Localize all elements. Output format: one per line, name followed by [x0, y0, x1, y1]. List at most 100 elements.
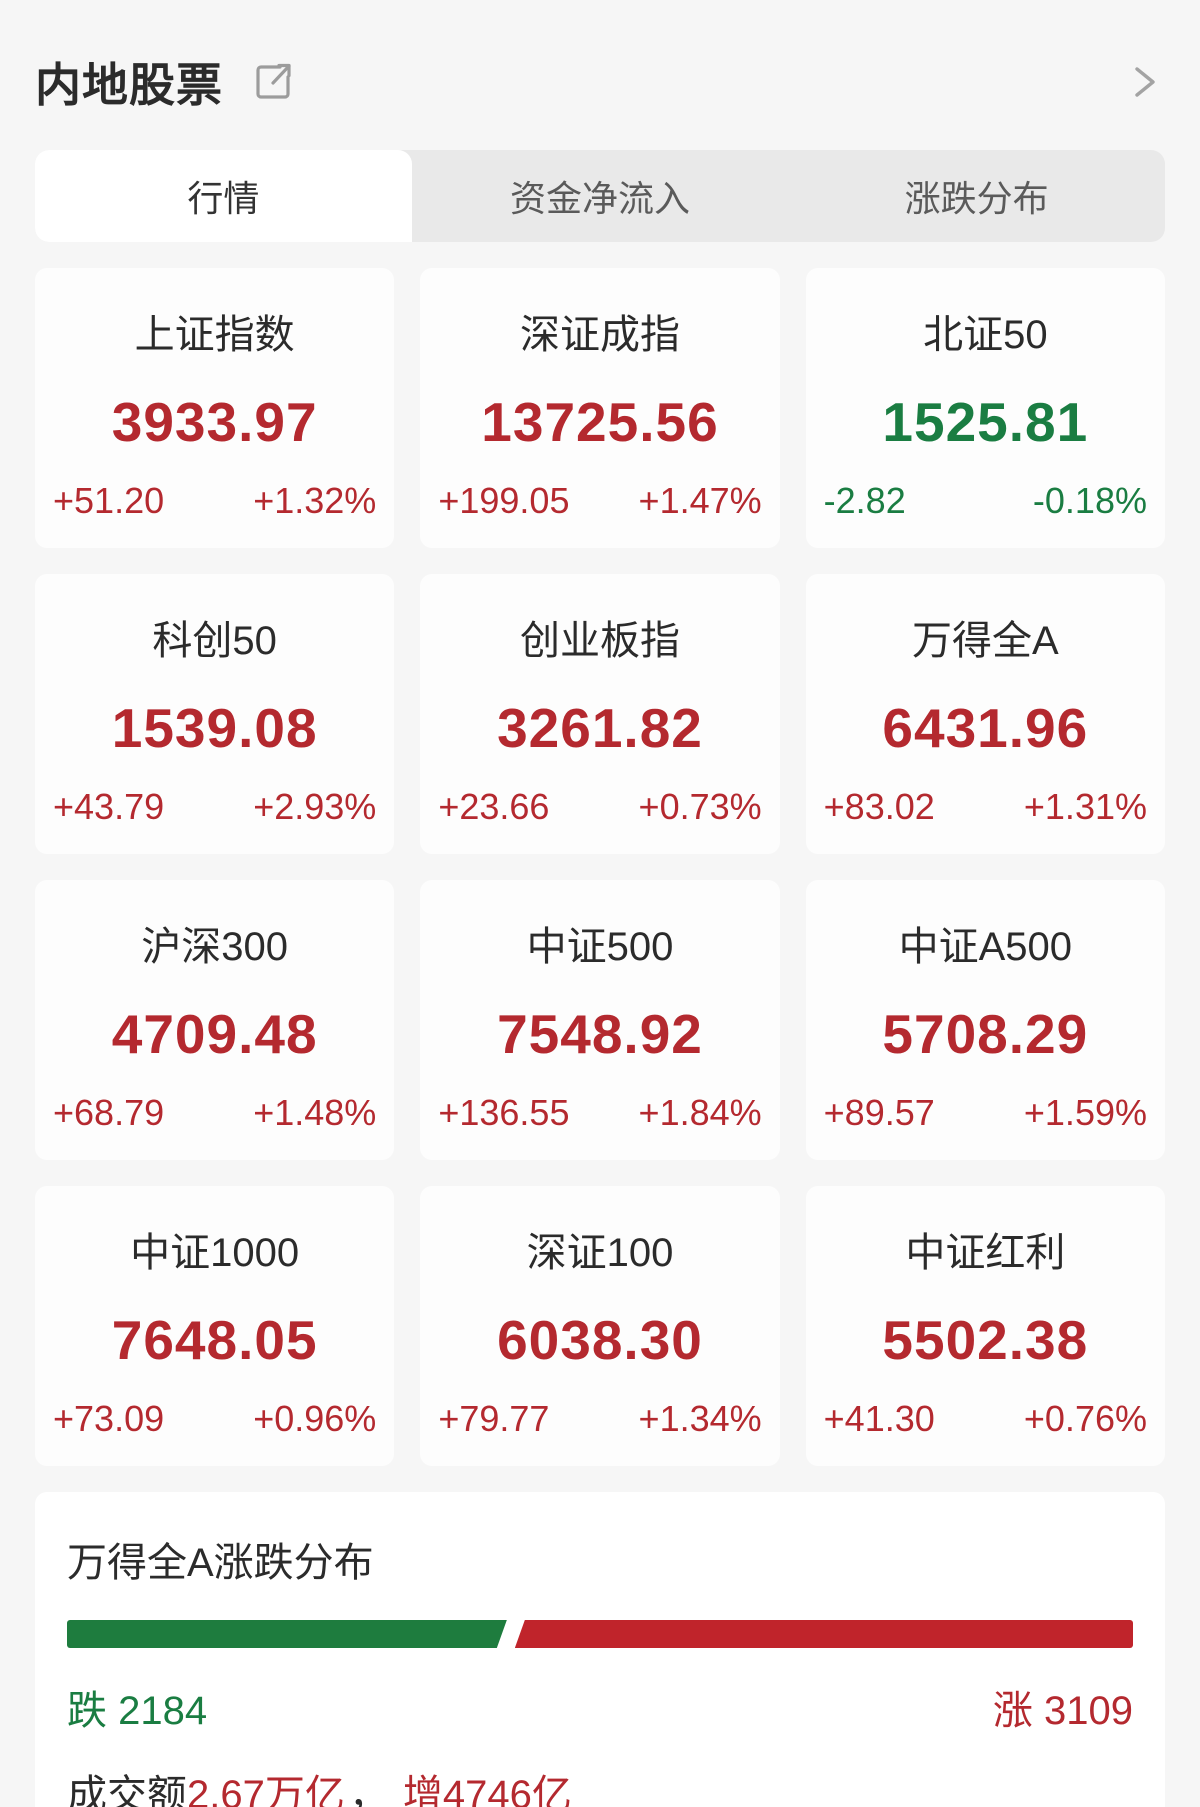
- turnover-label: 成交额: [67, 1773, 187, 1807]
- index-change-pct: +0.96%: [253, 1398, 377, 1439]
- index-change: +79.77: [438, 1398, 550, 1439]
- index-card-chinext[interactable]: 创业板指 3261.82 +23.66 +0.73%: [420, 574, 780, 854]
- share-button[interactable]: [251, 59, 297, 105]
- index-change-row: +136.55 +1.84%: [438, 1092, 761, 1134]
- index-value: 3933.97: [111, 391, 318, 453]
- index-change: +23.66: [438, 786, 550, 827]
- index-value: 6038.30: [497, 1309, 703, 1371]
- turnover-extra: 增4746亿: [402, 1773, 572, 1807]
- index-change-pct: -0.18%: [1032, 480, 1147, 521]
- index-change: +51.20: [53, 480, 165, 521]
- index-change: -2.82: [823, 480, 906, 521]
- index-name: 科创50: [152, 619, 277, 663]
- index-change: +199.05: [438, 480, 570, 521]
- index-value: 1525.81: [882, 391, 1089, 453]
- index-value: 1539.08: [111, 697, 318, 759]
- index-card-sse-composite[interactable]: 上证指数 3933.97 +51.20 +1.32%: [35, 268, 395, 548]
- tab-bar: 行情 资金净流入 涨跌分布: [35, 150, 1165, 242]
- index-change-row: +89.57 +1.59%: [824, 1092, 1147, 1134]
- index-change: +89.57: [823, 1092, 935, 1133]
- index-change-row: +51.20 +1.32%: [53, 480, 376, 522]
- turnover-line: 成交额2.67万亿， 增4746亿: [67, 1762, 1133, 1807]
- index-name: 北证50: [923, 313, 1048, 357]
- index-change: +83.02: [823, 786, 935, 827]
- index-change-pct: +0.73%: [638, 786, 762, 827]
- index-change-pct: +1.34%: [638, 1398, 762, 1439]
- advance-decline-counts: 跌 2184 涨 3109: [67, 1678, 1133, 1736]
- bar-divider: [507, 1620, 515, 1648]
- index-name: 创业板指: [519, 619, 680, 663]
- index-change-row: +83.02 +1.31%: [824, 786, 1147, 828]
- index-change-pct: +1.48%: [253, 1092, 377, 1133]
- page-title: 内地股票: [35, 59, 223, 111]
- index-value: 7648.05: [111, 1309, 318, 1371]
- index-value: 5502.38: [882, 1309, 1089, 1371]
- index-change-row: -2.82 -0.18%: [824, 480, 1147, 522]
- index-card-szse-component[interactable]: 深证成指 13725.56 +199.05 +1.47%: [420, 268, 780, 548]
- index-change: +41.30: [823, 1398, 935, 1439]
- turnover-separator: ，: [348, 1773, 389, 1807]
- index-value: 13725.56: [481, 391, 719, 453]
- index-change-pct: +1.84%: [638, 1092, 762, 1133]
- index-change-pct: +1.47%: [638, 480, 762, 521]
- index-value: 3261.82: [497, 697, 703, 759]
- header: 内地股票: [35, 34, 1165, 130]
- tab-distribution[interactable]: 涨跌分布: [904, 178, 1049, 219]
- advance-decline-bar: [67, 1620, 1133, 1648]
- index-grid: 上证指数 3933.97 +51.20 +1.32% 深证成指 13725.56…: [35, 268, 1165, 1466]
- index-card-csi-dividend[interactable]: 中证红利 5502.38 +41.30 +0.76%: [805, 1186, 1165, 1466]
- tab-quotes[interactable]: 行情: [35, 150, 412, 242]
- tab-net-inflow[interactable]: 资金净流入: [510, 178, 691, 219]
- distribution-panel: 万得全A涨跌分布 跌 2184 涨 3109 成交额2.67万亿， 增4746亿: [35, 1492, 1165, 1807]
- index-name: 深证成指: [519, 313, 680, 357]
- index-change-row: +23.66 +0.73%: [438, 786, 761, 828]
- decline-count: 跌 2184: [67, 1678, 207, 1736]
- index-name: 深证100: [526, 1231, 674, 1275]
- turnover-value: 2.67万亿: [187, 1773, 345, 1807]
- index-value: 7548.92: [497, 1003, 703, 1065]
- index-name: 万得全A: [911, 619, 1059, 663]
- index-change-row: +43.79 +2.93%: [53, 786, 376, 828]
- index-card-szse-100[interactable]: 深证100 6038.30 +79.77 +1.34%: [420, 1186, 780, 1466]
- index-value: 6431.96: [882, 697, 1089, 759]
- index-change: +73.09: [53, 1398, 165, 1439]
- index-name: 中证500: [526, 925, 674, 969]
- chevron-right-icon: [1130, 59, 1160, 105]
- index-change-pct: +0.76%: [1023, 1398, 1147, 1439]
- index-card-csi-a500[interactable]: 中证A500 5708.29 +89.57 +1.59%: [805, 880, 1165, 1160]
- index-card-csi-1000[interactable]: 中证1000 7648.05 +73.09 +0.96%: [35, 1186, 395, 1466]
- index-change-pct: +1.59%: [1023, 1092, 1147, 1133]
- index-card-bse-50[interactable]: 北证50 1525.81 -2.82 -0.18%: [805, 268, 1165, 548]
- index-name: 中证1000: [130, 1231, 300, 1275]
- index-change-row: +41.30 +0.76%: [824, 1398, 1147, 1440]
- decline-value: 2184: [118, 1689, 208, 1733]
- index-change-row: +199.05 +1.47%: [438, 480, 761, 522]
- index-change-row: +73.09 +0.96%: [53, 1398, 376, 1440]
- index-change: +43.79: [53, 786, 165, 827]
- index-card-star-50[interactable]: 科创50 1539.08 +43.79 +2.93%: [35, 574, 395, 854]
- index-change-pct: +1.31%: [1023, 786, 1147, 827]
- share-icon: [251, 59, 297, 105]
- index-change-row: +79.77 +1.34%: [438, 1398, 761, 1440]
- index-card-wind-all-a[interactable]: 万得全A 6431.96 +83.02 +1.31%: [805, 574, 1165, 854]
- index-change-pct: +1.32%: [253, 480, 377, 521]
- index-change: +136.55: [438, 1092, 570, 1133]
- index-name: 中证红利: [905, 1231, 1066, 1275]
- advance-value: 3109: [1044, 1689, 1133, 1733]
- more-button[interactable]: [1125, 59, 1165, 105]
- advance-count: 涨 3109: [993, 1678, 1133, 1736]
- index-name: 沪深300: [141, 925, 289, 969]
- index-change: +68.79: [53, 1092, 165, 1133]
- index-value: 5708.29: [882, 1003, 1089, 1065]
- index-name: 中证A500: [898, 925, 1073, 969]
- advance-label: 涨: [992, 1689, 1033, 1733]
- index-card-csi-300[interactable]: 沪深300 4709.48 +68.79 +1.48%: [35, 880, 395, 1160]
- index-card-csi-500[interactable]: 中证500 7548.92 +136.55 +1.84%: [420, 880, 780, 1160]
- index-change-pct: +2.93%: [253, 786, 377, 827]
- decline-bar-segment: [67, 1620, 507, 1648]
- index-value: 4709.48: [111, 1003, 318, 1065]
- decline-label: 跌: [67, 1689, 107, 1733]
- distribution-title: 万得全A涨跌分布: [67, 1541, 374, 1585]
- advance-bar-segment: [514, 1620, 1133, 1648]
